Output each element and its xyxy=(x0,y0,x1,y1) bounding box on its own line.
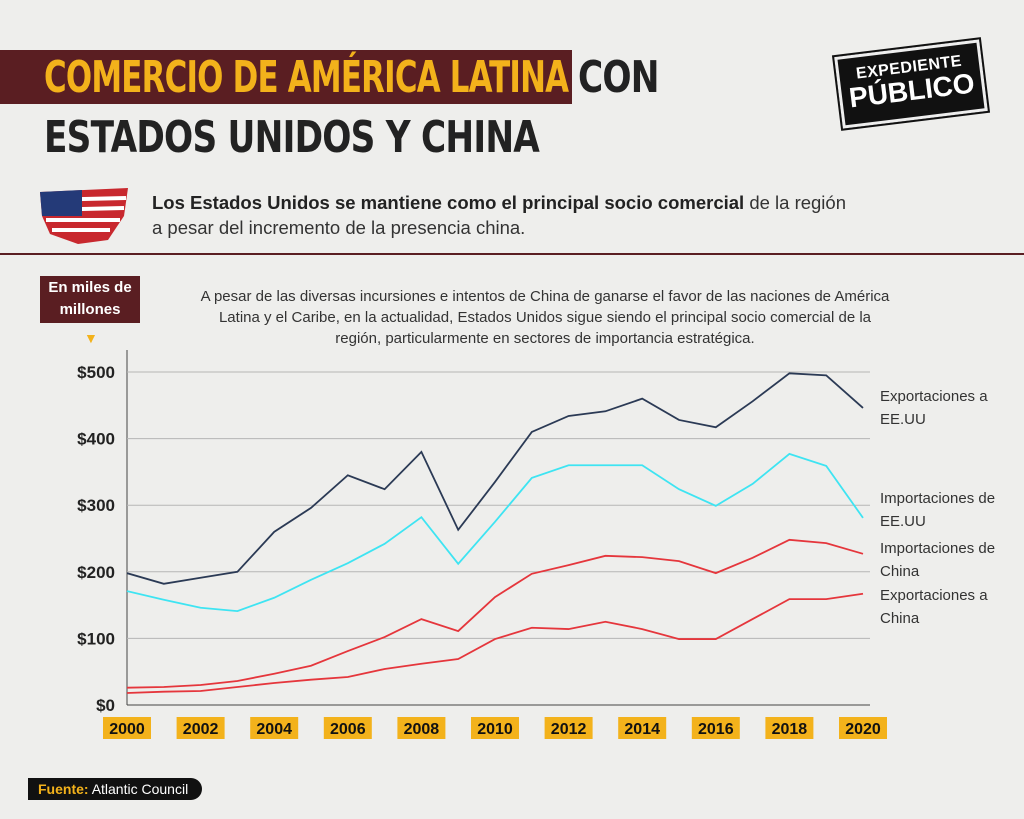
y-tick-label: $0 xyxy=(96,696,115,715)
x-tick-box xyxy=(323,717,372,739)
lead: Los Estados Unidos se mantiene como el p… xyxy=(152,190,852,240)
x-tick-label: 2016 xyxy=(698,721,734,738)
series-line xyxy=(126,372,864,585)
title-line2: ESTADOS UNIDOS Y CHINA xyxy=(44,112,540,163)
x-tick-label: 2014 xyxy=(624,721,660,738)
series-label: Importaciones de China xyxy=(880,540,996,580)
title-rest: CON xyxy=(578,52,660,103)
y-tick-label: $500 xyxy=(77,363,115,382)
series-label: Exportaciones a China xyxy=(880,587,988,627)
x-tick-label: 2002 xyxy=(183,721,219,738)
x-tick-box xyxy=(691,717,740,739)
y-tick-label: $300 xyxy=(77,496,115,515)
x-tick-label: 2006 xyxy=(330,721,366,738)
y-tick-label: $400 xyxy=(77,430,115,449)
x-tick-box xyxy=(103,717,151,739)
unit-label: En miles de millones xyxy=(40,276,140,323)
title-band: COMERCIO DE AMÉRICA LATINA xyxy=(0,50,572,104)
x-tick-box xyxy=(471,717,519,739)
x-tick-label: 2018 xyxy=(772,721,808,738)
title-highlight: COMERCIO DE AMÉRICA LATINA xyxy=(44,52,569,103)
x-tick-label: 2008 xyxy=(404,721,440,738)
x-tick-label: 2012 xyxy=(551,721,587,738)
source-label: Fuente: xyxy=(38,781,89,797)
x-tick-box xyxy=(250,717,299,739)
x-tick-box xyxy=(176,717,225,739)
x-tick-label: 2020 xyxy=(845,721,881,738)
annotation: A pesar de las diversas incursiones e in… xyxy=(200,288,890,347)
unit-arrow: ▼ xyxy=(84,330,98,346)
x-tick-box xyxy=(765,717,814,739)
series-line xyxy=(126,538,864,689)
x-tick-label: 2010 xyxy=(477,721,513,738)
x-tick-box xyxy=(397,717,446,739)
x-tick-label: 2000 xyxy=(109,721,145,738)
series-label: Exportaciones a EE.UU xyxy=(880,388,988,428)
x-tick-box xyxy=(544,717,593,739)
y-tick-label: $100 xyxy=(77,629,115,648)
x-tick-label: 2004 xyxy=(256,721,292,738)
x-tick-box xyxy=(839,717,887,739)
flag-icon xyxy=(40,188,128,244)
series-line xyxy=(126,452,864,613)
series-label: Importaciones de EE.UU xyxy=(880,490,996,530)
source: Fuente: Atlantic Council xyxy=(28,778,203,800)
series-line xyxy=(126,592,864,694)
x-tick-box xyxy=(618,717,667,739)
divider xyxy=(0,253,1024,255)
source-name: Atlantic Council xyxy=(91,781,189,797)
lead-bold: Los Estados Unidos se mantiene como el p… xyxy=(152,192,745,213)
lead-rest: de la región a pesar del incremento de l… xyxy=(152,192,846,238)
y-tick-label: $200 xyxy=(77,563,115,582)
